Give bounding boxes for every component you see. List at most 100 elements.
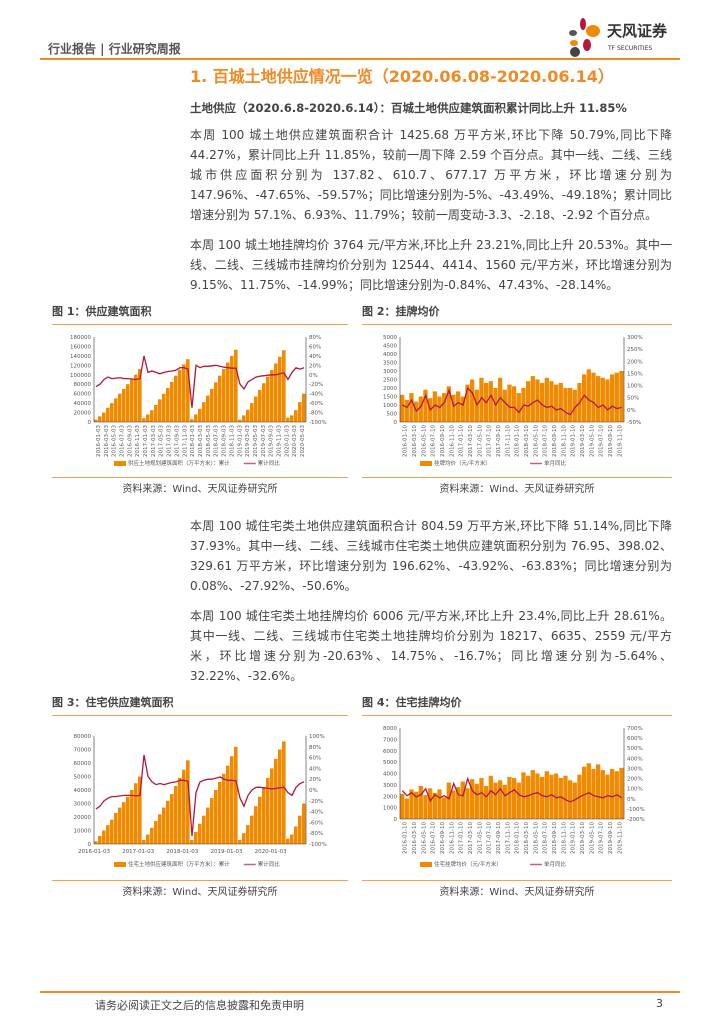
bar xyxy=(98,835,102,844)
x-tick-label: 2017-11-03 xyxy=(182,425,188,457)
x-tick-label: 2019-09-10 xyxy=(608,822,614,854)
figure-rule xyxy=(362,324,672,325)
bar xyxy=(134,374,138,422)
bar xyxy=(282,350,286,422)
y-left-tick-label: 4000 xyxy=(383,352,397,358)
main-content: 1. 百城土地供应情况一览（2020.06.08-2020.06.14） 土地供… xyxy=(40,66,680,899)
yoy-line xyxy=(95,355,305,408)
x-tick-label: 2017-03-03 xyxy=(151,425,157,457)
y-right-tick-label: 40% xyxy=(309,354,321,360)
x-tick-label: 2017-05-10 xyxy=(477,822,483,854)
bar xyxy=(130,790,134,844)
bar xyxy=(110,819,114,844)
y-left-tick-label: 60000 xyxy=(74,392,92,398)
x-tick-label: 2018-01-10 xyxy=(515,425,521,457)
bar xyxy=(558,382,563,422)
bar xyxy=(262,787,266,844)
bar xyxy=(190,839,194,844)
figure-rule xyxy=(52,880,348,881)
figure-rule xyxy=(362,880,672,881)
y-left-tick-label: 70000 xyxy=(74,748,92,754)
figure-rule xyxy=(52,324,348,325)
x-tick-label: 2018-05-03 xyxy=(206,425,212,457)
x-tick-label: 2019-09-03 xyxy=(269,425,275,457)
bar xyxy=(596,764,601,819)
y-left-tick-label: 500 xyxy=(387,412,398,418)
bar xyxy=(442,393,447,422)
figure-rule xyxy=(52,477,348,478)
bar xyxy=(294,826,298,844)
bar xyxy=(242,833,246,844)
x-tick-label: 2019-01-10 xyxy=(571,822,577,854)
footer-divider xyxy=(40,991,680,993)
y-right-tick-label: -40% xyxy=(309,810,323,816)
bar xyxy=(282,741,286,844)
yoy-line xyxy=(95,754,305,836)
figure-rule xyxy=(362,715,672,716)
y-left-tick-label: 5000 xyxy=(383,760,397,766)
x-tick-label: 2016-01-10 xyxy=(403,822,409,854)
y-left-tick-label: 0 xyxy=(394,420,398,426)
y-right-tick-label: 700% xyxy=(627,726,643,732)
figure-row-1: 图 1：供应建筑面积 0 20000 40000 60000 80000 100000 12… xyxy=(40,305,680,496)
y-left-tick-label: 10000 xyxy=(74,829,92,835)
bar xyxy=(507,776,512,819)
figure-caption: 图 2：挂牌均价 xyxy=(362,305,440,318)
x-tick-label: 2016-01-03 xyxy=(78,849,110,855)
y-right-tick-label: 400% xyxy=(627,756,643,762)
bar xyxy=(549,774,554,819)
bar xyxy=(154,405,158,422)
bar xyxy=(158,399,162,422)
bar xyxy=(134,783,138,844)
bar xyxy=(586,763,591,819)
y-right-tick-label: 80% xyxy=(309,335,321,341)
x-tick-label: 2016-03-03 xyxy=(104,425,110,457)
bar xyxy=(150,827,154,844)
y-right-tick-label: 200% xyxy=(627,359,643,365)
x-tick-label: 2016-03-10 xyxy=(412,425,418,457)
bar xyxy=(210,798,214,844)
logo-name: 天风证券 xyxy=(607,22,668,40)
figure-source: 资料来源：Wind、天风证券研究所 xyxy=(439,887,595,898)
bar xyxy=(488,775,493,819)
footer-disclaimer: 请务必阅读正文之后的信息披露和免责申明 xyxy=(95,999,304,1012)
y-right-tick-label: -100% xyxy=(627,807,645,813)
bar xyxy=(591,768,596,819)
bar xyxy=(540,776,545,819)
bar xyxy=(270,768,274,844)
bar xyxy=(110,403,114,422)
bar xyxy=(138,776,142,844)
y-left-tick-label: 80000 xyxy=(74,382,92,388)
bar xyxy=(218,781,222,844)
bar xyxy=(230,355,234,422)
bar xyxy=(516,393,521,422)
bar xyxy=(162,393,166,422)
bar xyxy=(186,359,190,422)
x-tick-label: 2020-05-03 xyxy=(300,425,306,457)
section-title: 1. 百城土地供应情况一览（2020.06.08-2020.06.14） xyxy=(190,67,614,86)
x-tick-label: 2018-07-10 xyxy=(543,425,549,457)
x-tick-label: 2019-11-03 xyxy=(277,425,283,457)
x-tick-label: 2017-05-03 xyxy=(159,425,165,457)
bar xyxy=(102,830,106,844)
x-tick-label: 2016-05-03 xyxy=(112,425,118,457)
x-tick-label: 2019-05-03 xyxy=(253,425,259,457)
bar xyxy=(294,410,298,422)
bar xyxy=(414,791,419,819)
bar xyxy=(250,815,254,844)
bar xyxy=(98,416,102,422)
x-tick-label: 2019-03-10 xyxy=(580,425,586,457)
bar xyxy=(605,774,610,819)
y-left-tick-label: 40000 xyxy=(74,788,92,794)
y-right-tick-label: 250% xyxy=(627,347,643,353)
bar xyxy=(302,803,306,844)
bar xyxy=(549,381,554,422)
bar xyxy=(114,812,118,844)
x-tick-label: 2017-03-10 xyxy=(468,822,474,854)
bar xyxy=(226,765,230,844)
bar xyxy=(274,363,278,422)
bar xyxy=(512,778,517,819)
y-left-tick-label: 140000 xyxy=(70,354,91,360)
x-tick-label: 2017-11-10 xyxy=(505,822,511,854)
paragraph-residential-price: 本周 100 城住宅类土地挂牌均价 6006 元/平方米,环比上升 23.4%,… xyxy=(190,609,672,683)
